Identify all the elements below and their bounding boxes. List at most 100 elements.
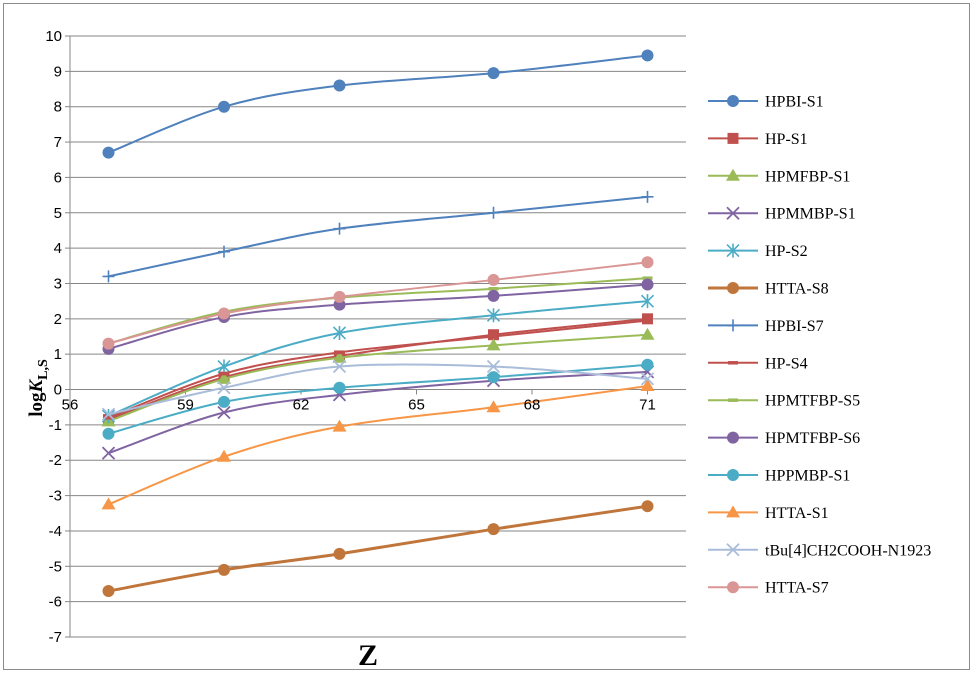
data-point — [487, 273, 500, 286]
data-point — [217, 449, 231, 462]
series-2 — [101, 327, 655, 427]
legend-item: HP-S2 — [708, 243, 808, 260]
legend-item: HPMTFBP-S6 — [708, 430, 860, 447]
y-tick-label: -4 — [49, 523, 62, 540]
legend-item: HPMMBP-S1 — [708, 206, 856, 223]
legend-item: HP-S4 — [708, 355, 808, 372]
series-4 — [101, 294, 655, 424]
data-point — [217, 405, 231, 420]
data-point — [332, 350, 347, 363]
series-line — [108, 363, 648, 435]
series-8 — [103, 276, 653, 346]
legend-item: HTTA-S7 — [708, 580, 829, 597]
legend-item: HPBI-S7 — [708, 318, 824, 335]
y-tick-label: 7 — [54, 134, 62, 151]
data-point — [218, 563, 230, 576]
legend-label: HP-S1 — [765, 131, 808, 148]
y-tick-label: 4 — [54, 240, 62, 257]
data-point — [641, 49, 654, 62]
data-point — [217, 381, 231, 395]
series-line — [108, 319, 648, 419]
legend-marker — [726, 243, 740, 258]
data-point — [640, 372, 655, 386]
data-point — [102, 337, 115, 350]
y-tick-label: 10 — [45, 28, 62, 45]
data-point — [333, 381, 346, 394]
data-point — [332, 325, 347, 340]
legend: HPBI-S1 HP-S1 HPMFBP-S1 HPMMBP-S1 HP-S2 HTTA-… — [708, 94, 931, 597]
data-point — [486, 308, 501, 323]
y-tick-label: -5 — [49, 558, 62, 575]
data-point — [217, 359, 231, 374]
data-point — [487, 289, 500, 302]
data-point — [218, 100, 230, 113]
data-point — [102, 270, 115, 283]
data-point — [102, 585, 115, 598]
y-tick-label: 9 — [54, 63, 62, 80]
series-line — [108, 333, 648, 423]
x-tick-label: 62 — [293, 397, 310, 414]
data-point — [332, 419, 347, 432]
x-tick-label: 65 — [408, 397, 425, 414]
legend-label: HPMTFBP-S6 — [765, 430, 860, 447]
data-point — [486, 338, 501, 351]
legend-label: tBu[4]CH2COOH-N1923 — [765, 542, 931, 559]
legend-marker — [727, 581, 739, 594]
series-line — [108, 300, 648, 417]
x-tick-label: 68 — [524, 397, 541, 414]
data-point — [641, 500, 654, 513]
data-point — [641, 256, 654, 269]
legend-label: HPBI-S1 — [765, 94, 824, 111]
data-point — [640, 378, 655, 391]
y-tick-label: 5 — [54, 205, 62, 222]
series-line — [108, 277, 648, 345]
data-point — [487, 206, 500, 219]
series-line — [108, 195, 648, 278]
data-point — [102, 427, 115, 440]
data-point — [101, 407, 116, 421]
data-point — [101, 497, 116, 510]
series-line — [108, 261, 648, 345]
legend-item: HPMTFBP-S5 — [708, 393, 860, 410]
data-point — [101, 446, 116, 460]
data-point — [642, 313, 653, 325]
series-10 — [102, 358, 654, 440]
data-point — [641, 278, 654, 291]
legend-marker — [727, 431, 739, 444]
y-tick-label: 0 — [54, 382, 62, 399]
legend-label: HP-S4 — [765, 355, 808, 372]
legend-label: HTTA-S8 — [765, 281, 829, 298]
legend-marker — [726, 505, 740, 518]
series-group — [101, 49, 655, 598]
series-13 — [102, 256, 654, 350]
legend-label: HPBI-S7 — [765, 318, 824, 335]
legend-label: HPMFBP-S1 — [765, 168, 850, 185]
y-tick-label: -7 — [49, 629, 62, 646]
x-tick-label: 59 — [177, 397, 194, 414]
legend-item: HTTA-S8 — [708, 281, 829, 298]
legend-marker — [727, 282, 739, 294]
data-point — [217, 371, 231, 384]
y-tick-label: -3 — [49, 488, 62, 505]
series-line — [108, 504, 648, 593]
data-point — [333, 547, 346, 560]
series-12 — [101, 359, 655, 421]
legend-item: HTTA-S1 — [708, 505, 829, 522]
y-tick-label: 6 — [54, 169, 62, 186]
y-axis-label: logKL,S — [26, 359, 51, 417]
legend-label: HP-S2 — [765, 243, 808, 260]
data-point — [487, 67, 500, 80]
y-tick-label: 1 — [54, 346, 62, 363]
legend-label: HTTA-S1 — [765, 505, 829, 522]
x-tick-label: 56 — [62, 397, 79, 414]
data-point — [332, 359, 347, 374]
legend-item: HPBI-S1 — [708, 94, 824, 111]
data-point — [487, 523, 500, 536]
y-tick-label: 8 — [54, 99, 62, 116]
series-11 — [101, 378, 655, 510]
data-point — [218, 307, 230, 320]
legend-item: HPMFBP-S1 — [708, 168, 850, 185]
data-point — [102, 146, 115, 159]
y-tick-label: -1 — [49, 417, 62, 434]
